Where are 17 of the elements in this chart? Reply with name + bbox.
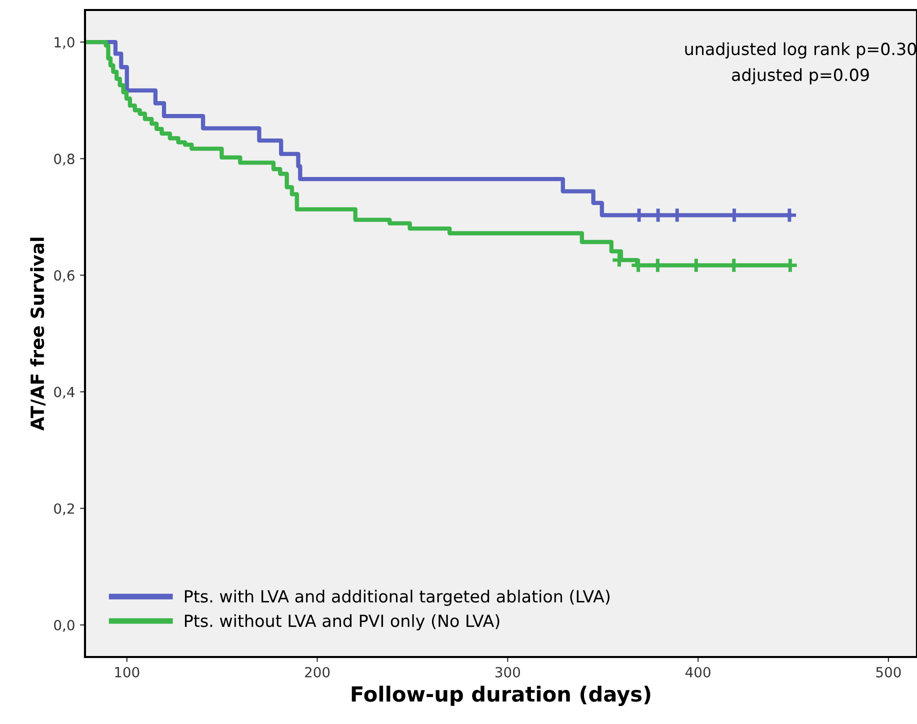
x-tick-label: 300	[495, 666, 520, 678]
y-tick-label: 0,2	[54, 503, 74, 516]
y-tick-label: 0,8	[54, 154, 74, 166]
y-tick-label: 0,0	[54, 620, 74, 632]
legend-label: Pts. without LVA and PVI only (No LVA)	[184, 614, 500, 630]
y-tick-label: 1,0	[54, 37, 74, 49]
x-tick-label: 200	[305, 666, 330, 678]
x-tick-label: 100	[115, 666, 140, 678]
legend-label: Pts. with LVA and additional targeted ablation (LVA)	[184, 590, 610, 606]
annotation: unadjusted log rank p=0.30	[685, 42, 916, 58]
y-axis-title: AT/AF free Survival	[30, 238, 46, 431]
x-tick-label: 500	[876, 666, 901, 678]
x-axis-title: Follow-up duration (days)	[352, 686, 650, 706]
y-tick-label: 0,4	[54, 386, 74, 399]
x-tick-label: 400	[685, 666, 710, 678]
annotation: adjusted p=0.09	[732, 68, 869, 84]
y-tick-label: 0,6	[54, 270, 74, 282]
